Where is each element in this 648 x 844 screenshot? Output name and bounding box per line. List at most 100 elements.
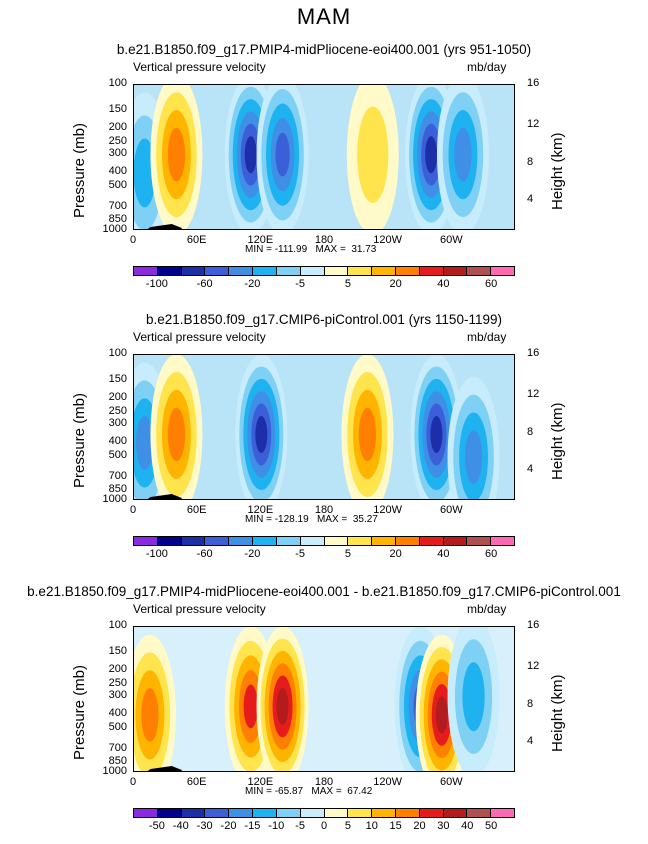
ascent-contour <box>454 127 472 182</box>
colorbar-swatch <box>348 267 373 275</box>
height-tick-label: 16 <box>527 347 540 359</box>
topography-mask <box>147 494 182 499</box>
colorbar-label: -5 <box>295 278 306 290</box>
pressure-tick-label: 700 <box>108 200 127 213</box>
colorbar <box>133 536 515 546</box>
colorbar-label: 20 <box>413 820 426 832</box>
colorbar-swatch <box>491 537 514 545</box>
height-tick-label: 12 <box>527 659 540 672</box>
topography-mask <box>147 766 182 771</box>
ascent-contour <box>462 662 485 732</box>
colorbar-swatch <box>395 809 420 817</box>
panel-title: b.e21.B1850.f09_g17.PMIP4-midPliocene-eo… <box>27 584 621 599</box>
ascent-contour <box>464 430 483 484</box>
longitude-tick-label: 0 <box>129 504 137 516</box>
colorbar-swatch <box>419 267 444 275</box>
ascent-contour <box>255 415 268 453</box>
colorbar-label: -20 <box>244 278 261 290</box>
min-max-label: MIN = -128.19 MAX = 35.27 <box>245 514 378 525</box>
colorbar-swatch <box>205 267 230 275</box>
pressure-tick-label: 700 <box>108 470 127 483</box>
colorbar <box>133 266 515 276</box>
colorbar-swatch <box>157 537 182 545</box>
height-tick-label: 8 <box>527 156 534 169</box>
colorbar-swatch <box>395 537 420 545</box>
pressure-tick-label: 500 <box>108 449 127 462</box>
longitude-tick-label: 60W <box>440 234 463 246</box>
colorbar-swatch <box>443 537 468 545</box>
colorbar-label: 60 <box>485 278 498 290</box>
colorbar-label: -60 <box>196 548 213 560</box>
ascent-contour <box>135 416 154 470</box>
colorbar-swatch <box>491 267 514 275</box>
longitude-tick-label: 120E <box>247 504 274 516</box>
colorbar-swatch <box>443 809 468 817</box>
longitude-tick-label: 120W <box>373 234 403 246</box>
colorbar-label: -100 <box>145 548 168 560</box>
pressure-tick-label: 250 <box>108 677 127 690</box>
colorbar-swatch <box>181 267 206 275</box>
colorbar-label: -15 <box>244 820 261 832</box>
colorbar-swatch <box>253 809 277 817</box>
colorbar-swatch <box>395 267 420 275</box>
height-tick-label: 4 <box>527 192 534 205</box>
colorbar-swatch <box>276 809 301 817</box>
height-tick-label: 8 <box>527 698 534 711</box>
colorbar-swatch <box>134 267 158 275</box>
units-label: mb/day <box>467 330 507 344</box>
height-tick-label: 12 <box>527 117 540 130</box>
topography-mask <box>147 224 182 229</box>
pressure-tick-label: 850 <box>108 212 127 225</box>
longitude-tick-label: 0 <box>129 776 137 788</box>
pressure-tick-label: 100 <box>108 347 127 359</box>
longitude-tick-label: 60E <box>186 234 207 246</box>
colorbar-label: 10 <box>365 820 378 832</box>
pressure-tick-label: 250 <box>108 135 127 148</box>
longitude-tick-label: 60W <box>440 504 463 516</box>
longitude-tick-label: 60E <box>186 504 207 516</box>
colorbar-label: 40 <box>461 820 474 832</box>
colorbar <box>133 808 515 818</box>
colorbar-label: -5 <box>295 820 306 832</box>
colorbar-label: -20 <box>244 548 261 560</box>
descent-contour <box>243 684 258 729</box>
colorbar-swatch <box>229 267 254 275</box>
colorbar-label: -5 <box>295 548 306 560</box>
colorbar-swatch <box>157 809 182 817</box>
colorbar-swatch <box>276 537 301 545</box>
pressure-tick-label: 400 <box>108 164 127 177</box>
colorbar-label: -10 <box>268 820 285 832</box>
pressure-tick-label: 300 <box>108 416 127 429</box>
colorbar-swatch <box>181 537 206 545</box>
descent-contour <box>435 696 448 734</box>
colorbar-swatch <box>467 809 492 817</box>
colorbar-label: -60 <box>196 278 213 290</box>
colorbar-swatch <box>300 267 325 275</box>
pressure-tick-label: 400 <box>108 434 127 447</box>
min-max-label: MIN = -111.99 MAX = 31.73 <box>245 244 377 255</box>
colorbar-swatch <box>348 809 373 817</box>
y-axis-title: Pressure (mb) <box>71 664 88 760</box>
colorbar-label: 50 <box>485 820 498 832</box>
height-tick-label: 16 <box>527 619 540 631</box>
descent-contour <box>357 106 389 203</box>
colorbar-label: 40 <box>437 278 450 290</box>
pressure-tick-label: 200 <box>108 390 127 403</box>
colorbar-label: -30 <box>196 820 213 832</box>
colorbar-label: 5 <box>344 820 351 832</box>
variable-label: Vertical pressure velocity <box>133 602 266 616</box>
height-tick-label: 12 <box>527 387 540 400</box>
colorbar-label: -20 <box>220 820 237 832</box>
colorbar-label: -50 <box>148 820 165 832</box>
colorbar-label: 5 <box>344 548 351 560</box>
colorbar-label: 0 <box>320 820 328 832</box>
contour-field <box>134 627 514 771</box>
contour-plot <box>133 626 515 772</box>
pressure-tick-label: 500 <box>108 179 127 192</box>
ascent-contour <box>425 136 438 174</box>
panel-title: b.e21.B1850.f09_g17.CMIP6-piControl.001 … <box>146 312 502 327</box>
y-axis-title-right: Height (km) <box>549 132 566 210</box>
colorbar-label: -40 <box>172 820 189 832</box>
height-tick-label: 4 <box>527 734 534 747</box>
descent-contour <box>358 407 377 462</box>
